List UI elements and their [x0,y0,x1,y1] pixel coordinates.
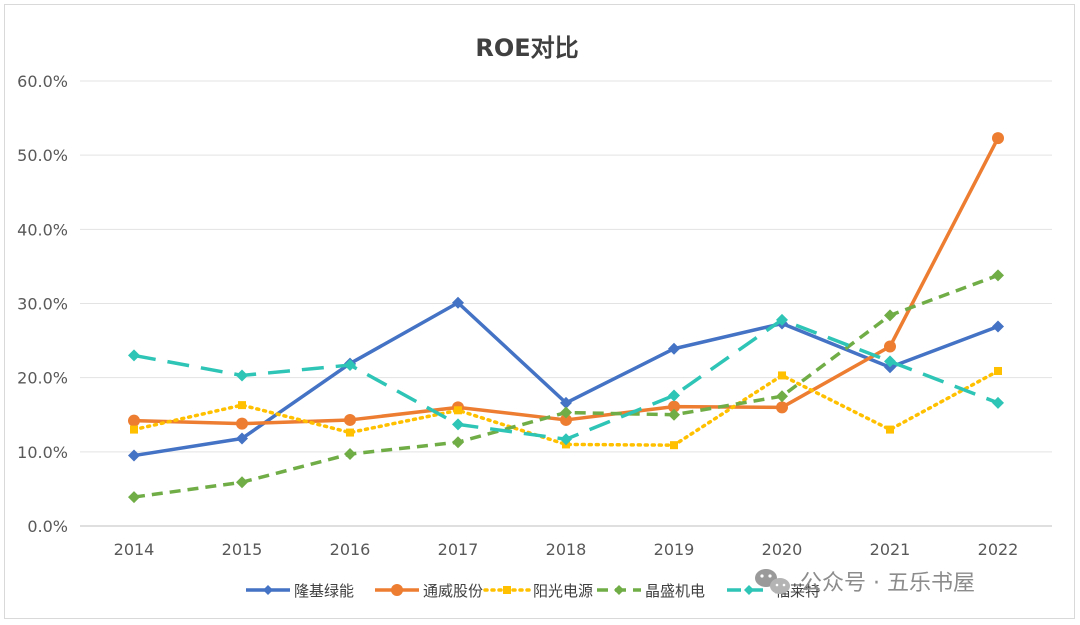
data-point [778,371,786,380]
legend-item: 隆基绿能 [246,582,354,600]
data-point [238,401,246,410]
data-point [886,425,894,434]
series-line [133,137,1000,426]
x-tick-label: 2017 [438,540,479,559]
y-axis-ticks: 0.0% 10.0% 20.0% 30.0% 40.0% 50.0% 60.0% [17,72,68,536]
chart-title: ROE对比 [475,34,578,62]
data-point [668,400,680,413]
x-tick-label: 2016 [330,540,371,559]
data-point [776,401,788,414]
x-tick-label: 2021 [870,540,911,559]
data-point [614,585,624,595]
legend-label: 隆基绿能 [294,582,354,600]
data-point [452,418,464,431]
data-point [668,408,680,421]
data-point [130,425,138,434]
data-point [992,320,1004,333]
series-line [132,369,1000,447]
data-point [992,269,1004,282]
data-point [992,132,1004,145]
data-point [560,396,572,409]
series-福莱特 [128,313,1004,446]
data-point [992,396,1004,409]
data-point [128,491,140,504]
data-point [452,436,464,449]
data-point [236,417,248,430]
x-tick-label: 2014 [114,540,155,559]
data-point [452,296,464,309]
legend-item: 晶盛机电 [597,582,705,600]
gridlines [80,80,1052,527]
legend-label: 通威股份 [423,582,483,600]
data-point [454,406,462,415]
y-tick-label: 60.0% [17,72,68,91]
series-通威股份 [128,132,1004,430]
data-point [346,428,354,437]
series-lines [128,132,1004,504]
x-tick-label: 2019 [654,540,695,559]
x-tick-label: 2020 [762,540,803,559]
data-point [560,406,572,419]
watermark: 公众号 · 五乐书屋 [755,569,975,596]
data-point [744,585,754,595]
data-point [344,413,356,426]
data-point [236,476,248,489]
data-point [670,441,678,450]
y-tick-label: 0.0% [27,517,68,536]
x-tick-label: 2022 [978,540,1019,559]
legend-label: 晶盛机电 [645,582,705,600]
data-point [560,413,572,426]
y-tick-label: 40.0% [17,220,68,239]
data-point [391,584,403,596]
data-point [503,586,511,594]
data-point [776,390,788,403]
data-point [560,433,572,446]
data-point [128,414,140,427]
data-point [884,309,896,322]
data-point [263,585,273,595]
data-point [884,340,896,353]
y-tick-label: 30.0% [17,295,68,314]
data-point [236,432,248,445]
data-point [236,369,248,382]
legend-item: 通威股份 [375,582,483,600]
series-line [133,301,999,458]
legend-item: 阳光电源 [483,582,593,600]
y-tick-label: 20.0% [17,369,68,388]
y-tick-label: 10.0% [17,443,68,462]
x-tick-label: 2015 [222,540,263,559]
x-axis-ticks: 2014 2015 2016 2017 2018 2019 2020 2021 2022 [114,540,1019,559]
data-point [884,355,896,368]
series-line [133,273,999,499]
data-point [128,449,140,462]
wechat-icon [755,569,790,594]
data-point [776,313,788,326]
data-point [344,359,356,372]
data-point [344,448,356,461]
watermark-text: 公众号 · 五乐书屋 [800,571,975,596]
legend-label: 阳光电源 [533,582,593,600]
series-晶盛机电 [128,269,1004,504]
data-point [668,342,680,355]
y-tick-label: 50.0% [17,146,68,165]
legend: 隆基绿能 通威股份 阳光电源 晶盛机电 福莱特 [246,582,820,600]
x-tick-label: 2018 [546,540,587,559]
data-point [994,366,1002,375]
data-point [668,389,680,402]
data-point [128,349,140,362]
